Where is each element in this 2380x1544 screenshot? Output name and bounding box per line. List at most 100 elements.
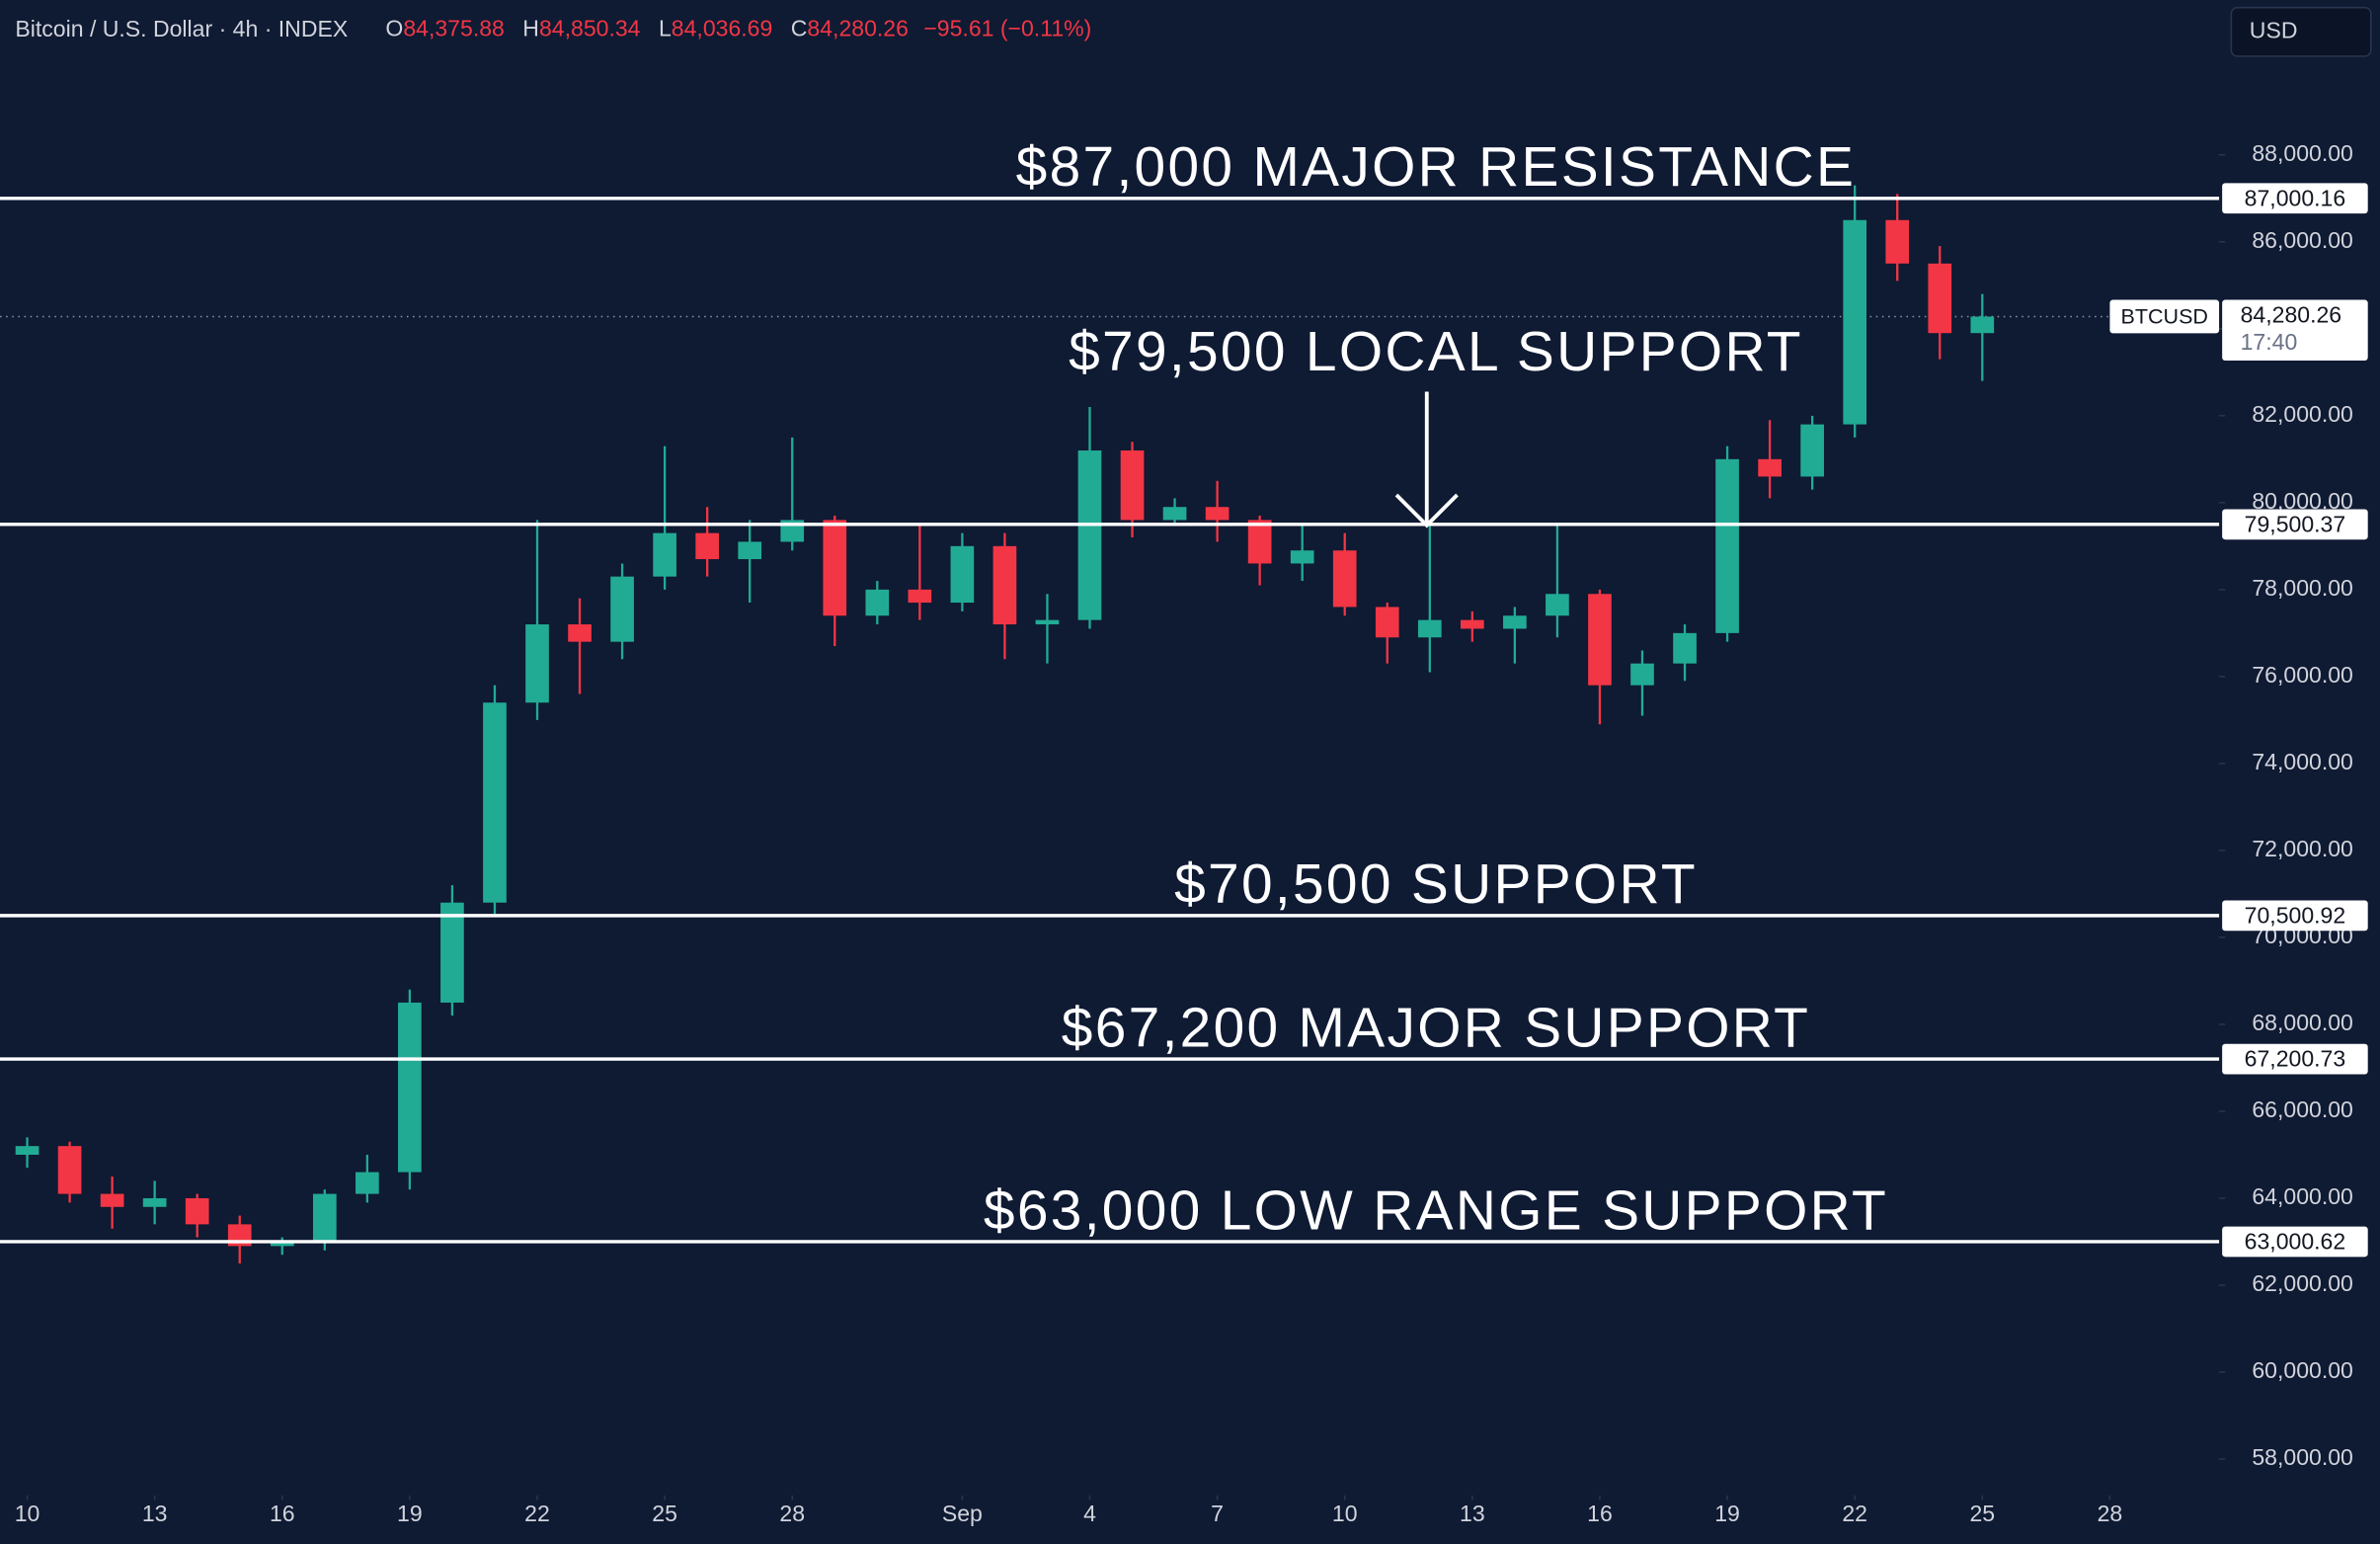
candle-body bbox=[312, 1193, 337, 1242]
candle-body bbox=[1077, 450, 1102, 620]
x-tick-label: 22 bbox=[524, 1501, 550, 1526]
ohlc-value: 84,375.88 bbox=[403, 16, 505, 41]
candle-body bbox=[865, 589, 890, 616]
candle-body bbox=[1715, 458, 1739, 633]
level-price-label: 70,500.92 bbox=[2245, 903, 2346, 929]
x-tick-label: 19 bbox=[397, 1501, 423, 1526]
candle-body bbox=[525, 624, 549, 703]
y-tick-label: 76,000.00 bbox=[2252, 662, 2353, 688]
y-tick-label: 60,000.00 bbox=[2252, 1357, 2353, 1383]
symbol-label: BTCUSD bbox=[2121, 305, 2208, 329]
candle-body bbox=[440, 902, 464, 1003]
last-price-label: 84,280.26 bbox=[2241, 302, 2342, 328]
ohlc-readout: O84,375.88 H84,850.34 L84,036.69 C84,280.26… bbox=[385, 16, 1091, 41]
candle-body bbox=[1843, 219, 1867, 425]
x-tick-label: 16 bbox=[1587, 1501, 1613, 1526]
ohlc-key: C bbox=[791, 16, 808, 41]
x-tick-label: 25 bbox=[1969, 1501, 1995, 1526]
level-price-label: 87,000.16 bbox=[2245, 185, 2346, 210]
candle-body bbox=[1205, 507, 1230, 521]
candle-body bbox=[1673, 632, 1697, 664]
x-tick-label: 25 bbox=[652, 1501, 677, 1526]
ohlc-value: 84,036.69 bbox=[672, 16, 773, 41]
candle-body bbox=[15, 1146, 40, 1155]
candle-body bbox=[398, 1002, 422, 1173]
plot-area bbox=[0, 185, 2220, 1263]
candle-body bbox=[610, 576, 634, 642]
x-tick-label: 13 bbox=[142, 1501, 168, 1526]
candle-body bbox=[1928, 263, 1952, 334]
ohlc-change: −95.61 (−0.11%) bbox=[923, 16, 1091, 41]
candle-body bbox=[653, 532, 676, 577]
level-price-label: 67,200.73 bbox=[2245, 1046, 2346, 1072]
candle-body bbox=[1035, 619, 1060, 625]
ohlc-key: H bbox=[522, 16, 539, 41]
x-tick-label: Sep bbox=[942, 1501, 983, 1526]
y-tick-label: 88,000.00 bbox=[2252, 140, 2353, 166]
x-tick-label: 10 bbox=[15, 1501, 40, 1526]
level-price-box bbox=[2222, 183, 2368, 214]
symbol-title: Bitcoin / U.S. Dollar · 4h · INDEX bbox=[15, 16, 348, 41]
countdown-label: 17:40 bbox=[2241, 329, 2298, 355]
candle-body bbox=[1290, 550, 1314, 564]
y-tick-label: 72,000.00 bbox=[2252, 836, 2353, 861]
candle-body bbox=[695, 532, 719, 560]
symbol-box bbox=[2109, 299, 2220, 334]
candle-body bbox=[142, 1197, 167, 1207]
y-tick-label: 78,000.00 bbox=[2252, 575, 2353, 601]
level-price-box bbox=[2222, 1043, 2368, 1075]
candle-body bbox=[356, 1172, 379, 1194]
candle-body bbox=[1885, 219, 1910, 264]
candle-body bbox=[950, 545, 975, 604]
candle-body bbox=[1162, 507, 1187, 521]
ohlc-value: 84,280.26 bbox=[807, 16, 909, 41]
candle-body bbox=[1247, 520, 1272, 564]
level-annotation: $87,000 MAJOR RESISTANCE bbox=[1016, 136, 1857, 199]
candle-body bbox=[1588, 594, 1612, 686]
x-tick-label: 4 bbox=[1083, 1501, 1096, 1526]
candle-body bbox=[1332, 550, 1357, 608]
candle-body bbox=[738, 541, 762, 560]
candle-body bbox=[1461, 619, 1484, 629]
level-price-box bbox=[2222, 900, 2368, 932]
level-annotation: $63,000 LOW RANGE SUPPORT bbox=[984, 1179, 1888, 1242]
candle-body bbox=[1503, 615, 1527, 629]
currency-label[interactable]: USD bbox=[2250, 17, 2298, 42]
candle-body bbox=[1120, 450, 1145, 521]
y-tick-label: 66,000.00 bbox=[2252, 1097, 2353, 1122]
candle-body bbox=[57, 1146, 82, 1194]
x-tick-label: 19 bbox=[1714, 1501, 1740, 1526]
candle-body bbox=[992, 545, 1017, 625]
candle-body bbox=[1375, 607, 1399, 638]
level-annotation: $79,500 LOCAL SUPPORT bbox=[1069, 321, 1803, 383]
candle-body bbox=[823, 520, 847, 616]
x-tick-label: 10 bbox=[1332, 1501, 1358, 1526]
candle-body bbox=[185, 1197, 209, 1225]
y-tick-label: 74,000.00 bbox=[2252, 749, 2353, 774]
candle-body bbox=[568, 624, 592, 642]
candle-body bbox=[100, 1193, 124, 1207]
candle-body bbox=[1417, 619, 1442, 638]
x-tick-label: 22 bbox=[1842, 1501, 1867, 1526]
y-tick-label: 58,000.00 bbox=[2252, 1444, 2353, 1470]
candle-body bbox=[270, 1241, 294, 1247]
x-tick-label: 13 bbox=[1460, 1501, 1485, 1526]
level-price-label: 63,000.62 bbox=[2245, 1229, 2346, 1255]
last-price-box bbox=[2222, 299, 2368, 362]
currency-button[interactable] bbox=[2230, 6, 2372, 57]
candle-body bbox=[1800, 424, 1824, 477]
x-tick-label: 28 bbox=[779, 1501, 805, 1526]
candle-body bbox=[908, 589, 932, 604]
y-tick-label: 62,000.00 bbox=[2252, 1270, 2353, 1296]
y-tick-label: 86,000.00 bbox=[2252, 227, 2353, 253]
ohlc-value: 84,850.34 bbox=[539, 16, 641, 41]
candle-body bbox=[1546, 594, 1569, 616]
candle-body bbox=[483, 702, 507, 903]
x-tick-label: 16 bbox=[270, 1501, 295, 1526]
header: Bitcoin / U.S. Dollar · 4h · INDEX O84,3… bbox=[15, 16, 1091, 41]
y-tick-label: 68,000.00 bbox=[2252, 1010, 2353, 1035]
candle-body bbox=[1630, 663, 1654, 686]
ohlc-key: O bbox=[385, 16, 403, 41]
